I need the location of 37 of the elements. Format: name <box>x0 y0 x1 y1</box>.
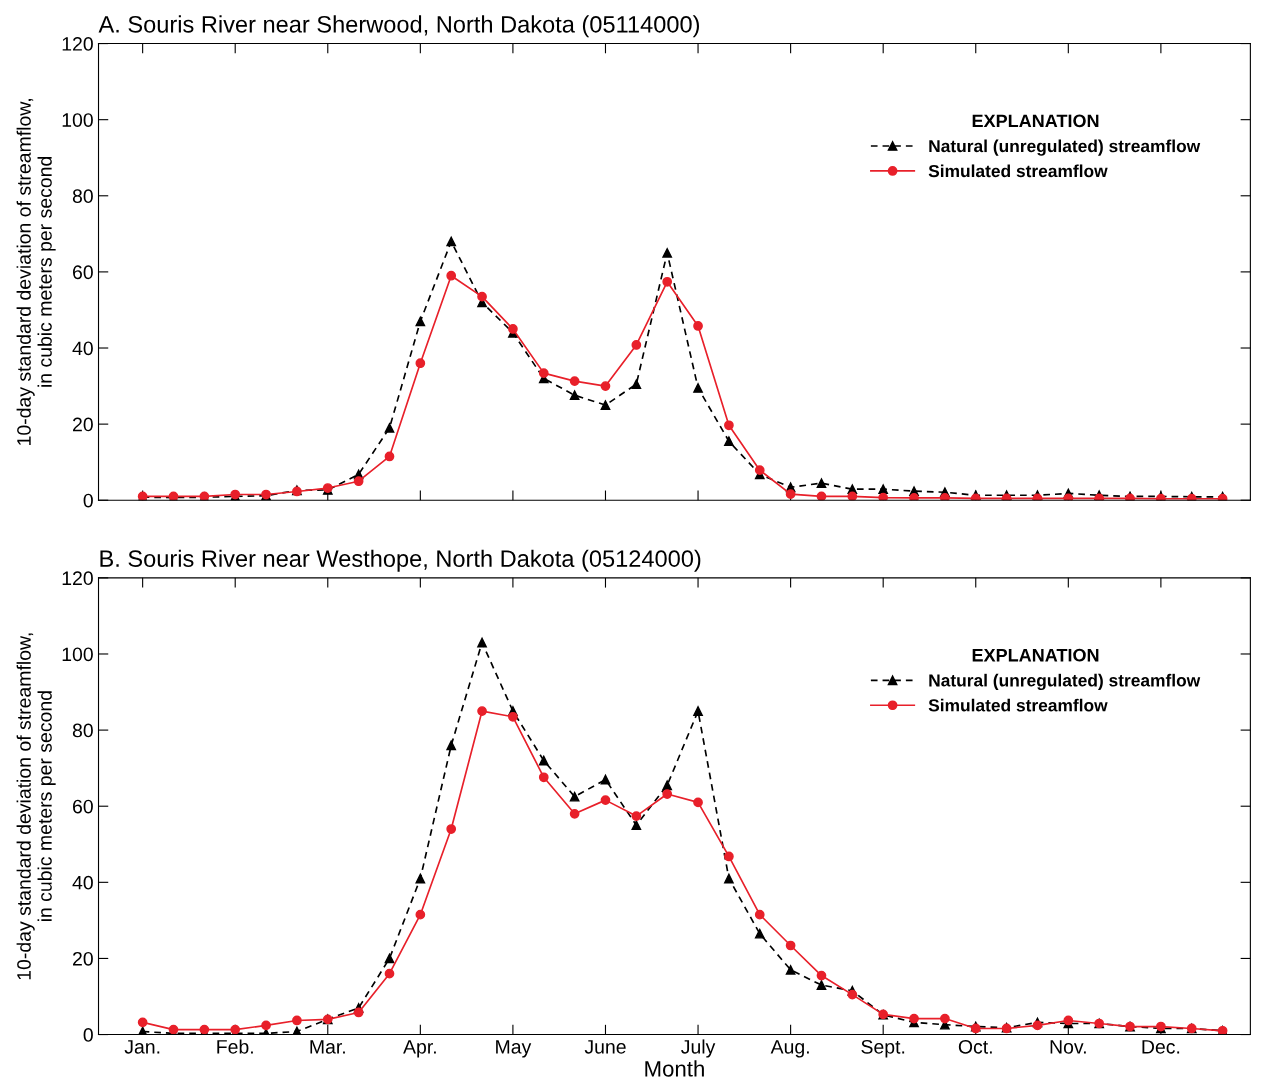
legend-label: Natural (unregulated) streamflow <box>929 139 1201 156</box>
x-axis-title: Month <box>645 1060 704 1077</box>
x-tick-label: July <box>681 1039 716 1058</box>
x-tick-label: May <box>496 1040 532 1058</box>
x-tick-label: Feb. <box>217 1039 253 1054</box>
chart-title: A. Souris River near Sherwood, North Dakota (05114000) <box>98 15 700 38</box>
y-tick-label: 100 <box>62 647 93 662</box>
y-tick-label: 120 <box>62 571 93 586</box>
x-tick-label: Jan. <box>124 1040 160 1054</box>
y-tick-label: 20 <box>73 417 93 432</box>
legend-label: Natural (unregulated) streamflow <box>929 673 1201 691</box>
chart-title: B. Souris River near Westhope, North Dakota (05124000) <box>100 549 701 572</box>
y-tick-label: 60 <box>73 799 93 814</box>
legend-title: EXPLANATION <box>972 648 1099 662</box>
x-tick-label: Sept. <box>861 1039 905 1058</box>
legend-title: EXPLANATION <box>972 114 1099 128</box>
y-tick-label: 0 <box>83 493 93 508</box>
x-tick-label: Dec. <box>1142 1040 1180 1054</box>
y-tick-label: 60 <box>73 265 93 280</box>
x-tick-label: Nov. <box>1050 1040 1086 1054</box>
legend-label: Simulated streamflow <box>928 164 1108 178</box>
y-tick-label: 40 <box>72 341 93 356</box>
y-tick-label: 0 <box>83 1028 93 1042</box>
y-tick-label: 20 <box>73 951 93 966</box>
y-axis-title: 10-day standard deviation of streamflow, in cubic meters per second <box>16 99 56 445</box>
x-tick-label: June <box>584 1040 626 1054</box>
y-tick-label: 100 <box>62 113 93 127</box>
x-tick-label: Mar. <box>310 1040 345 1054</box>
y-tick-label: 40 <box>72 875 93 890</box>
x-tick-label: Apr. <box>403 1040 436 1058</box>
y-tick-label: 80 <box>72 189 93 204</box>
x-tick-label: Oct. <box>958 1039 992 1054</box>
y-tick-label: 80 <box>72 723 93 738</box>
x-tick-label: Aug. <box>770 1040 809 1058</box>
legend-label: Simulated streamflow <box>928 698 1108 712</box>
y-tick-label: 120 <box>62 37 93 51</box>
y-axis-title: 10-day standard deviation of streamflow, in cubic meters per second <box>16 633 56 980</box>
